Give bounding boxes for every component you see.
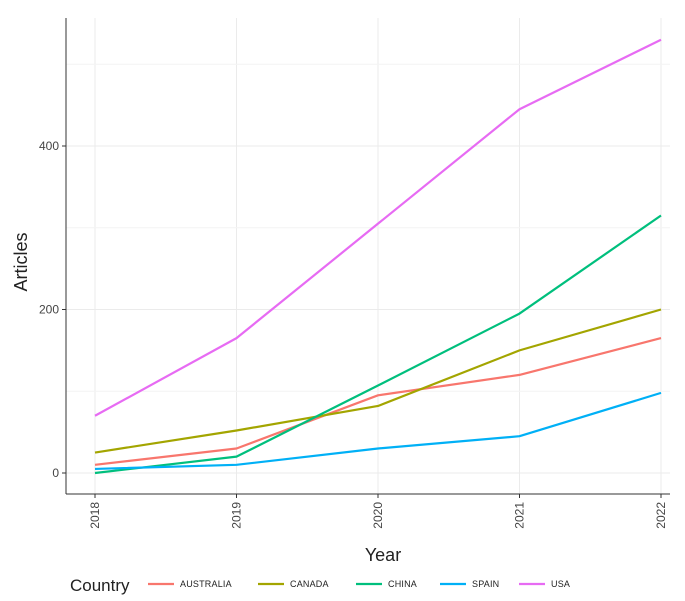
x-tick-label: 2020 [371, 502, 385, 529]
gridlines [66, 18, 670, 494]
series-line-usa [94, 38, 662, 417]
series-line-canada [94, 308, 662, 454]
legend-title: Country [70, 576, 130, 595]
legend-label-australia: AUSTRALIA [180, 579, 232, 589]
x-tick-label: 2022 [654, 502, 668, 529]
y-axis-title: Articles [11, 232, 31, 291]
series-lines [94, 38, 662, 475]
legend-label-china: CHINA [388, 579, 417, 589]
x-tick-label: 2021 [513, 502, 527, 529]
legend-items: AUSTRALIA CANADA CHINA SPAIN USA [148, 579, 570, 589]
series-line-australia [94, 337, 662, 466]
series-line-spain [94, 391, 662, 471]
tick-labels: 0 200 400 2018 2019 2020 2021 2022 [39, 139, 668, 529]
axes [65, 18, 670, 495]
legend-label-spain: SPAIN [472, 579, 499, 589]
legend-label-canada: CANADA [290, 579, 329, 589]
legend: Country AUSTRALIA CANADA CHINA SPAIN USA [70, 576, 570, 595]
x-tick-label: 2019 [230, 502, 244, 529]
legend-label-usa: USA [551, 579, 570, 589]
y-tick-label: 400 [39, 139, 59, 153]
x-tick-label: 2018 [88, 502, 102, 529]
y-tick-label: 0 [52, 466, 59, 480]
x-axis-title: Year [365, 545, 401, 565]
series-line-china [94, 214, 662, 475]
y-tick-label: 200 [39, 303, 59, 317]
